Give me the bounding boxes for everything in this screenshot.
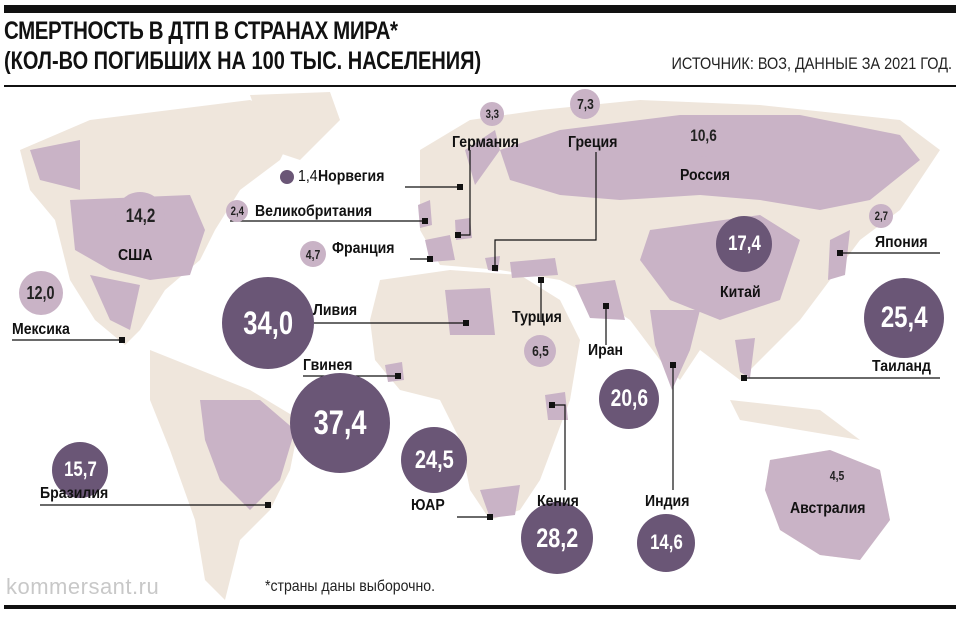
bubble-japan: 2,7 (869, 204, 893, 228)
label-brazil: Бразилия (40, 485, 109, 502)
value-norway: 1,4 (298, 168, 318, 185)
country-libya (445, 288, 495, 335)
bubble-greece: 7,3 (570, 89, 600, 119)
label-turkey: Турция (512, 309, 562, 326)
label-germany: Германия (452, 134, 519, 151)
label-japan: Япония (875, 234, 928, 251)
top-rule (4, 5, 956, 13)
label-china: Китай (720, 284, 761, 301)
label-russia: Россия (680, 167, 730, 184)
bubble-iran: 20,6 (599, 369, 659, 429)
indonesia (730, 400, 860, 440)
country-iran (575, 280, 625, 320)
bubble-india: 14,6 (637, 514, 695, 572)
label-guinea: Гвинея (303, 357, 353, 374)
country-turkey (510, 258, 558, 278)
country-russia (500, 115, 920, 210)
bubble-australia: 4,5 (823, 461, 851, 489)
country-mexico (90, 275, 140, 330)
country-south-africa (480, 485, 520, 518)
bottom-rule (4, 605, 956, 609)
label-usa: США (118, 247, 153, 264)
footnote: *страны даны выборочно. (265, 578, 435, 595)
label-kenya: Кения (537, 493, 579, 510)
label-iran: Иран (588, 342, 624, 359)
country-france (425, 235, 455, 262)
bubble-brazil: 15,7 (52, 442, 108, 498)
country-brazil (200, 400, 295, 510)
bubble-usa: 14,2 (115, 192, 165, 242)
country-canada-alaska (30, 140, 80, 190)
label-uk: Великобритания (255, 203, 373, 220)
bubble-thailand: 25,4 (864, 278, 944, 358)
header-rule (4, 85, 956, 87)
label-australia: Австралия (790, 500, 866, 517)
highlighted-countries (30, 115, 920, 560)
country-india (650, 310, 700, 390)
page-title: СМЕРТНОСТЬ В ДТП В СТРАНАХ МИРА* (4, 17, 398, 45)
bubble-france: 4,7 (300, 241, 326, 267)
label-thailand: Таиланд (872, 358, 931, 375)
africa (370, 270, 580, 520)
page-subtitle: (КОЛ-ВО ПОГИБШИХ НА 100 ТЫС. НАСЕЛЕНИЯ) (4, 47, 482, 75)
bubble-china: 17,4 (716, 216, 772, 272)
country-thailand (735, 338, 755, 378)
source-note: ИСТОЧНИК: ВОЗ, ДАННЫЕ ЗА 2021 ГОД. (671, 54, 952, 73)
label-greece: Греция (568, 134, 618, 151)
watermark: kommersant.ru (6, 574, 160, 599)
label-france: Франция (332, 240, 395, 257)
bubble-libya: 34,0 (222, 277, 314, 369)
label-india: Индия (645, 493, 690, 510)
bubble-norway (280, 170, 294, 184)
country-kenya (545, 392, 568, 420)
bubble-guinea: 37,4 (290, 373, 390, 473)
label-mexico: Мексика (12, 321, 70, 338)
bubble-uk: 2,4 (226, 200, 248, 222)
bubble-russia: 10,6 (683, 115, 725, 157)
label-libya: Ливия (313, 302, 358, 319)
country-guinea (385, 362, 404, 382)
bubble-mexico: 12,0 (19, 271, 63, 315)
markers (119, 184, 843, 520)
country-australia (765, 450, 890, 560)
label-south-africa: ЮАР (411, 497, 445, 514)
label-norway: Норвегия (318, 168, 385, 185)
bubble-kenya: 28,2 (521, 502, 593, 574)
greenland (250, 92, 340, 160)
bubble-turkey: 6,5 (524, 335, 556, 367)
leader-lines (12, 150, 940, 518)
country-norway (465, 130, 500, 185)
bubble-germany: 3,3 (480, 102, 504, 126)
bubble-south-africa: 24,5 (401, 427, 467, 493)
